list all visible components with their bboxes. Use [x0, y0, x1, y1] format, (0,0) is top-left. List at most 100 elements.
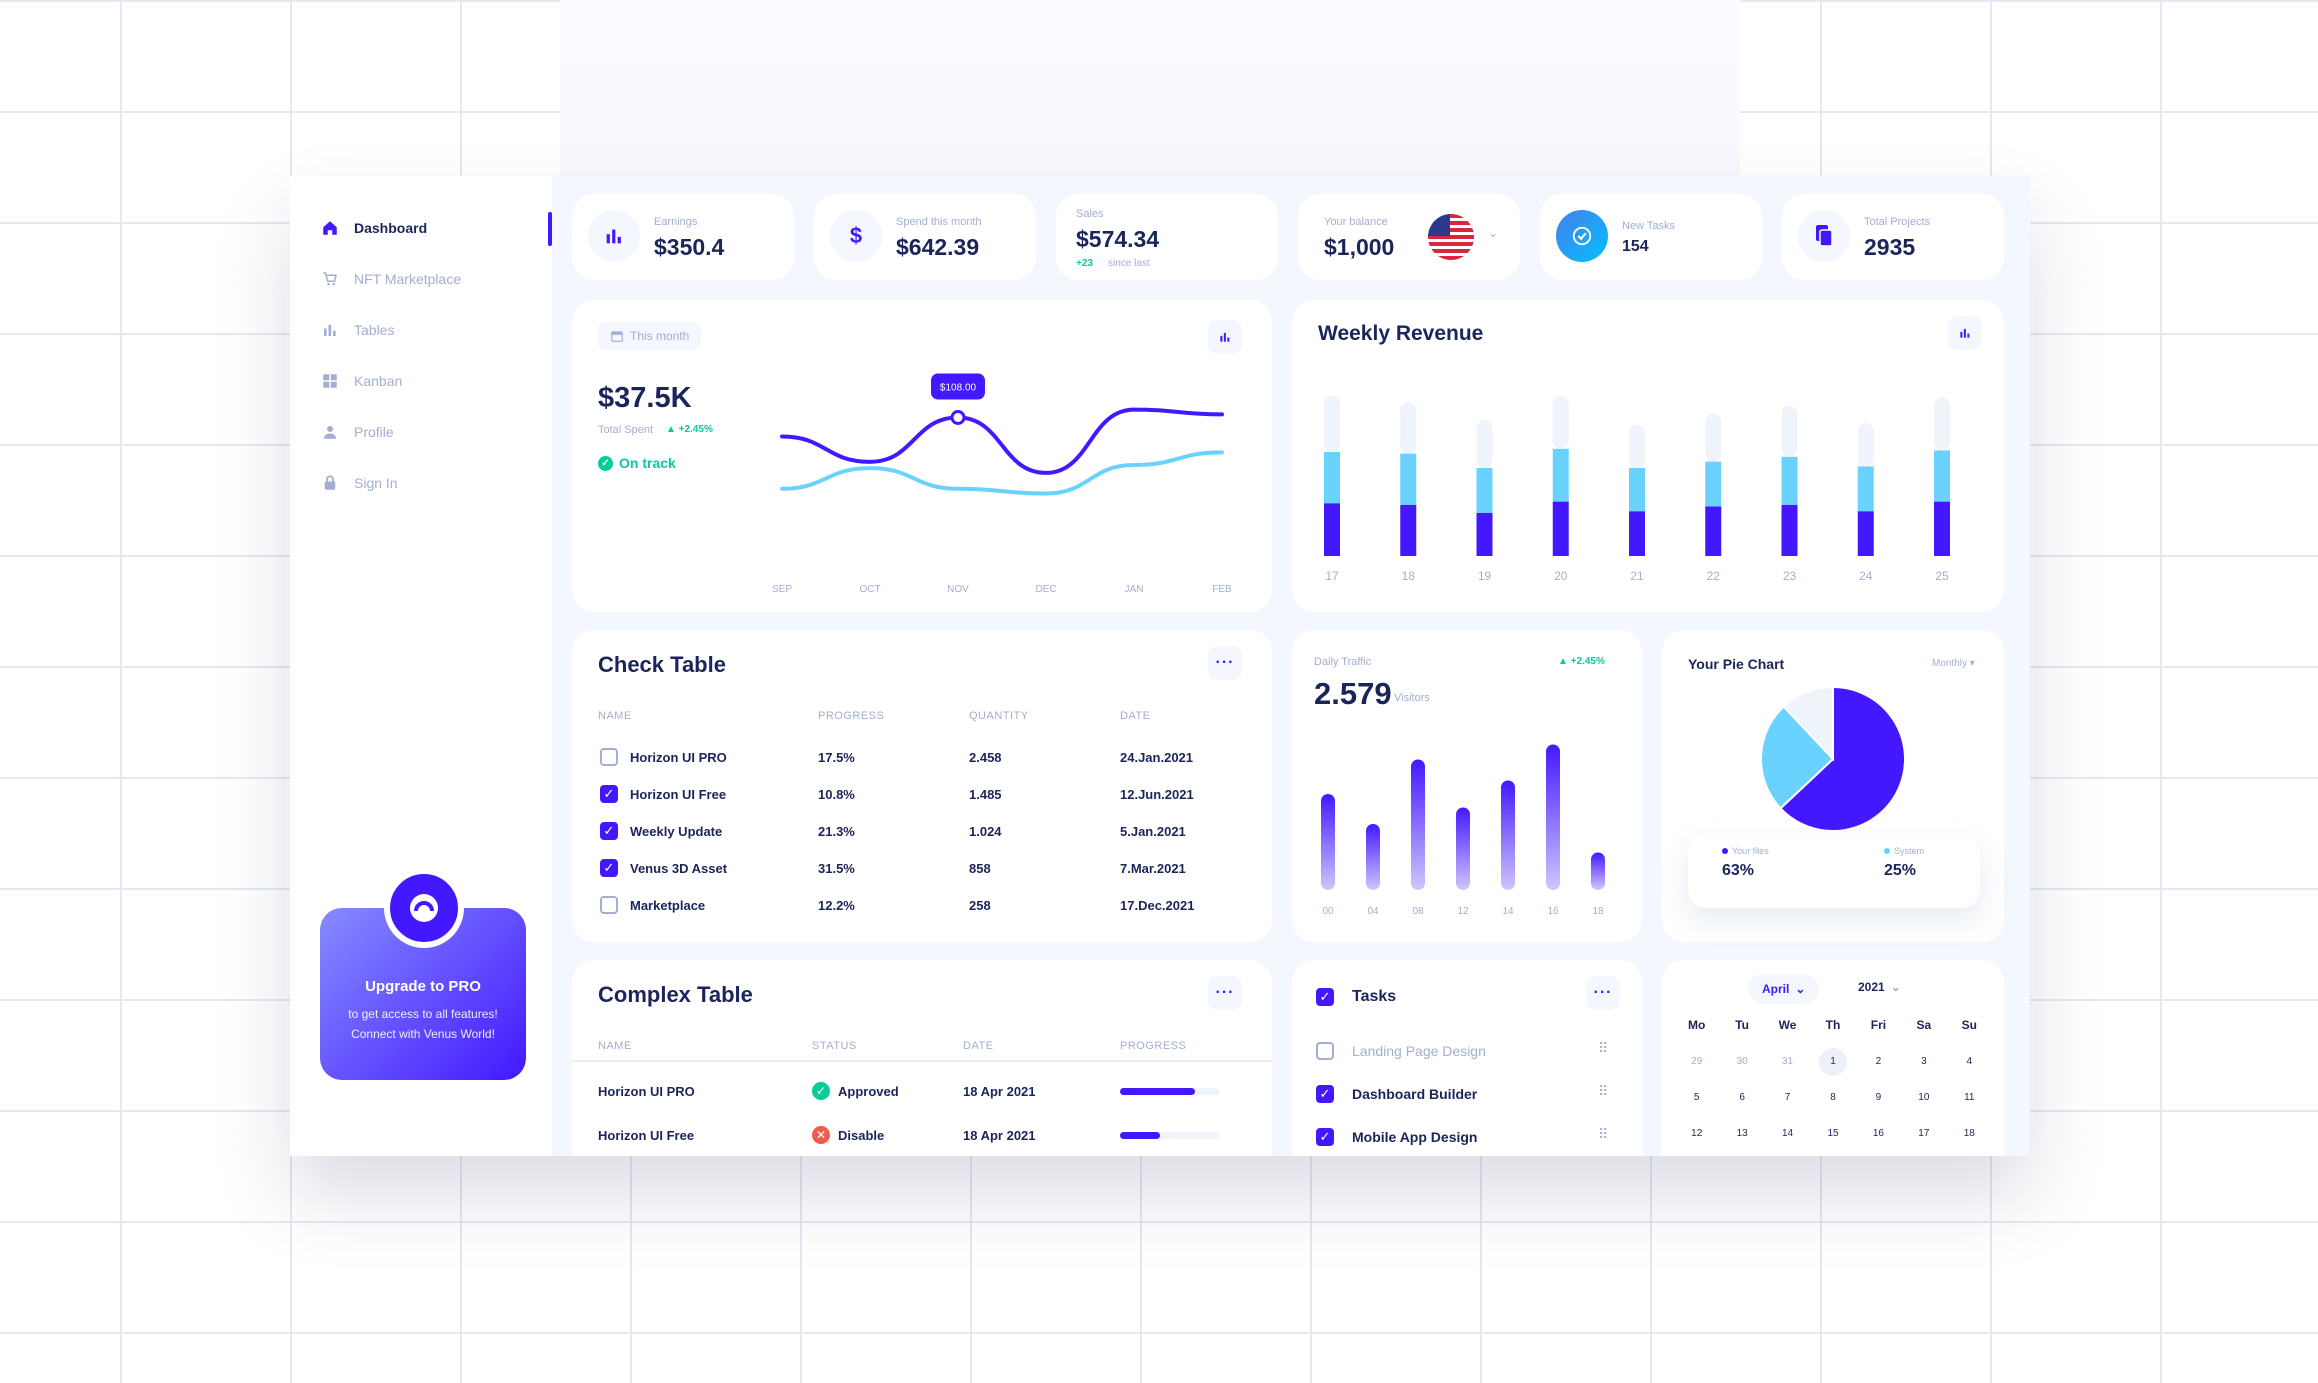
bar-segment	[1781, 456, 1798, 505]
calendar-day[interactable]: 29	[1691, 1056, 1703, 1067]
pie-chart	[1760, 685, 1906, 832]
row-progress: 31.5%	[818, 861, 855, 876]
calendar-day[interactable]: 6	[1739, 1092, 1745, 1103]
x-tick-label: 18	[1592, 906, 1604, 917]
calendar-day[interactable]: 16	[1872, 1128, 1884, 1139]
stat-label: New Tasks	[1622, 220, 1675, 232]
table-row: Marketplace 12.2% 258 17.Dec.2021	[572, 888, 1272, 922]
stat-label: Total Projects	[1864, 216, 1931, 228]
calendar-day[interactable]: 2	[1875, 1056, 1882, 1067]
sidebar-item-sign-in[interactable]: Sign In	[320, 473, 398, 493]
chart-options-button[interactable]	[1208, 320, 1242, 354]
calendar-day[interactable]: 17	[1918, 1128, 1930, 1139]
bar-segment	[1476, 468, 1493, 513]
drag-handle-icon[interactable]: ⠿	[1598, 1083, 1609, 1099]
task-item[interactable]: Landing Page Design ⠿	[1292, 1036, 1642, 1068]
sidebar-item-tables[interactable]: Tables	[320, 320, 394, 340]
row-checkbox[interactable]: ✓	[600, 785, 618, 803]
calendar-icon	[611, 331, 623, 342]
task-checkbox[interactable]: ✓	[1316, 1128, 1334, 1146]
legend-label: Your files	[1732, 846, 1769, 856]
bar-chart-icon	[1220, 332, 1230, 342]
tasks-header-checkbox[interactable]: ✓	[1316, 988, 1334, 1006]
calendar-day[interactable]: 3	[1921, 1056, 1927, 1067]
calendar-day[interactable]: 18	[1963, 1128, 1975, 1139]
upgrade-line-1: to get access to all features!	[348, 1007, 498, 1021]
task-checkbox[interactable]: ✓	[1316, 1085, 1334, 1103]
row-name: Marketplace	[630, 898, 706, 913]
task-item[interactable]: ✓ Mobile App Design ⠿	[1292, 1122, 1642, 1154]
row-quantity: 858	[969, 861, 991, 876]
calendar-day[interactable]: 13	[1736, 1128, 1748, 1139]
spend-card: $ Spend this month $642.39	[814, 194, 1036, 280]
calendar-day[interactable]: 30	[1736, 1056, 1748, 1067]
more-options-button[interactable]: ···	[1208, 976, 1242, 1010]
calendar-day[interactable]: 8	[1830, 1092, 1836, 1103]
row-checkbox[interactable]	[600, 748, 618, 766]
x-tick-label: 18	[1402, 569, 1416, 583]
sidebar-item-nft-marketplace[interactable]: NFT Marketplace	[320, 269, 461, 289]
calendar-day[interactable]: 1	[1819, 1048, 1847, 1076]
row-checkbox[interactable]: ✓	[600, 822, 618, 840]
sidebar-item-dashboard[interactable]: Dashboard	[320, 218, 427, 238]
traffic-bar	[1366, 824, 1380, 890]
calendar-day[interactable]: 14	[1782, 1128, 1794, 1139]
weekday-label: Th	[1825, 1018, 1841, 1032]
row-name: Horizon UI Free	[598, 1128, 695, 1143]
row-name: Horizon UI PRO	[630, 750, 727, 765]
row-status: Approved	[838, 1084, 899, 1099]
calendar-day[interactable]: 15	[1827, 1128, 1839, 1139]
bar-chart-icon	[588, 210, 640, 262]
chart-options-button[interactable]	[1948, 316, 1982, 350]
row-checkbox[interactable]	[600, 896, 618, 914]
x-tick-label: 20	[1554, 569, 1568, 583]
stat-label: Sales	[1076, 208, 1104, 220]
bar-segment	[1629, 424, 1645, 468]
series-line-2	[780, 450, 1224, 496]
calendar-day[interactable]: 4	[1966, 1056, 1973, 1067]
highlight-point[interactable]	[950, 410, 966, 425]
x-tick-label: 22	[1707, 569, 1721, 583]
sidebar-item-profile[interactable]: Profile	[320, 422, 394, 442]
drag-handle-icon[interactable]: ⠿	[1598, 1126, 1609, 1142]
calendar-day[interactable]: 31	[1782, 1056, 1794, 1067]
upgrade-card[interactable]: Upgrade to PRO to get access to all feat…	[320, 868, 526, 1080]
total-spent-card: This month $37.5K Total Spent ▲ +2.45% ✓…	[572, 300, 1272, 612]
bar-segment	[1781, 504, 1798, 556]
period-select-value: Monthly	[1932, 658, 1968, 669]
task-item[interactable]: ✓ Dashboard Builder ⠿	[1292, 1079, 1642, 1111]
year-select[interactable]: 2021 ⌄	[1858, 980, 1901, 994]
calendar-day[interactable]: 11	[1964, 1092, 1975, 1103]
period-button[interactable]: This month	[598, 322, 702, 350]
calendar-day[interactable]: 10	[1918, 1092, 1930, 1103]
calendar-day[interactable]: 7	[1784, 1092, 1791, 1103]
new-tasks-card: New Tasks 154	[1540, 194, 1762, 280]
daily-traffic-card: Daily Traffic ▲ +2.45% 2.579 Visitors 00…	[1292, 630, 1642, 942]
check-table-card: Check Table ··· NAME PROGRESS QUANTITY D…	[572, 630, 1272, 942]
more-options-button[interactable]: ···	[1586, 976, 1620, 1010]
bar-segment	[1705, 413, 1722, 462]
active-indicator	[548, 212, 552, 246]
stat-label: Earnings	[654, 216, 698, 228]
traffic-bar	[1591, 852, 1605, 890]
table-row: ✓ Venus 3D Asset 31.5% 858 7.Mar.2021	[572, 851, 1272, 885]
bar-segment	[1934, 501, 1950, 556]
row-checkbox[interactable]: ✓	[600, 859, 618, 877]
calendar-day[interactable]: 9	[1875, 1092, 1882, 1103]
chevron-down-icon: ⌄	[1795, 982, 1806, 996]
lock-icon	[320, 473, 340, 493]
sidebar-item-kanban[interactable]: Kanban	[320, 371, 402, 391]
row-name: Horizon UI Free	[630, 787, 727, 802]
chevron-down-icon[interactable]: ⌄	[1488, 226, 1499, 240]
calendar-day[interactable]: 5	[1693, 1092, 1700, 1103]
progress-track	[1120, 1088, 1220, 1095]
calendar-day[interactable]: 12	[1691, 1128, 1703, 1139]
drag-handle-icon[interactable]: ⠿	[1598, 1040, 1608, 1056]
more-options-button[interactable]: ···	[1208, 646, 1242, 680]
period-select[interactable]: Monthly ▾	[1932, 658, 1975, 669]
task-checkbox[interactable]	[1316, 1042, 1334, 1060]
stat-value: $642.39	[896, 234, 980, 260]
us-flag-icon[interactable]	[1428, 214, 1474, 260]
month-select[interactable]: April ⌄	[1748, 974, 1820, 1004]
background-fade	[560, 0, 1740, 180]
